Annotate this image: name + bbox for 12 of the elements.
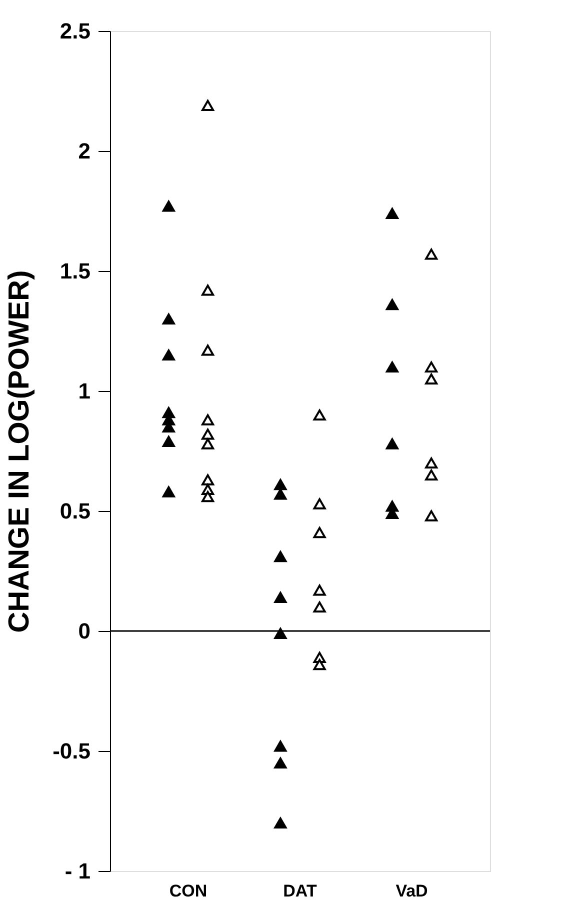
y-tick-label: -0.5 [52, 738, 90, 764]
y-tick-label: 2 [78, 138, 90, 164]
y-tick-label: 0 [78, 618, 90, 644]
y-tick-label: 1 [78, 378, 90, 404]
x-tick-label: VaD [396, 882, 428, 900]
x-tick-label: DAT [283, 882, 318, 900]
y-axis-title: CHANGE IN LOG(POWER) [4, 270, 36, 633]
y-tick-label: - 1 [64, 858, 90, 884]
y-tick-label: 1.5 [60, 258, 90, 284]
y-tick-label: 2.5 [60, 18, 90, 44]
x-tick-label: CON [169, 882, 208, 900]
y-tick-label: 0.5 [60, 498, 90, 524]
